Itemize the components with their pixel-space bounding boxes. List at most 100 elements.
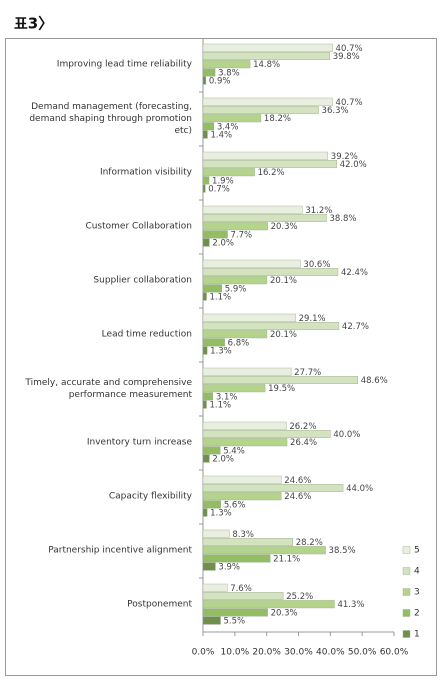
value-label: 38.5% <box>329 546 356 556</box>
bar <box>202 438 288 447</box>
value-label: 6.8% <box>228 338 250 348</box>
value-label: 7.6% <box>230 584 252 594</box>
x-tick-label: 30.0% <box>284 648 313 658</box>
category-label: Partnership incentive alignment <box>48 546 192 556</box>
bar <box>202 454 210 463</box>
bar <box>202 259 301 268</box>
legend-label: 1 <box>414 630 420 640</box>
bar <box>202 205 303 214</box>
value-label: 1.1% <box>210 293 232 303</box>
value-label: 24.6% <box>284 492 311 502</box>
legend-label: 5 <box>414 546 420 556</box>
bar <box>202 616 221 625</box>
value-label: 42.0% <box>340 160 367 170</box>
value-label: 0.7% <box>208 185 230 195</box>
category-label: Information visibility <box>100 168 193 178</box>
value-label: 2.0% <box>212 239 234 249</box>
bar <box>202 168 255 177</box>
value-label: 19.5% <box>268 384 295 394</box>
value-label: 1.4% <box>210 131 232 141</box>
value-label: 38.8% <box>330 214 357 224</box>
value-label: 1.3% <box>210 509 232 519</box>
value-label: 21.1% <box>273 554 300 564</box>
value-label: 18.2% <box>264 114 291 124</box>
bar <box>202 43 333 52</box>
bar <box>202 338 225 347</box>
value-label: 1.3% <box>210 347 232 357</box>
value-label: 20.1% <box>270 276 297 286</box>
bar <box>202 421 287 430</box>
value-label: 40.7% <box>336 98 363 108</box>
category-label: Timely, accurate and comprehensive perfo… <box>24 378 192 400</box>
value-label: 25.2% <box>286 592 313 602</box>
bar <box>202 122 215 131</box>
legend-swatch <box>402 588 411 596</box>
legend-swatch <box>402 609 411 617</box>
legend-label: 3 <box>414 588 420 598</box>
value-label: 27.7% <box>294 368 321 378</box>
value-label: 29.1% <box>299 314 326 324</box>
value-label: 36.3% <box>322 106 349 116</box>
bar <box>202 159 337 168</box>
bar <box>202 284 222 293</box>
bar <box>202 346 208 355</box>
value-label: 40.7% <box>336 44 363 54</box>
bar <box>202 52 330 61</box>
bar <box>202 330 268 339</box>
bar <box>202 446 221 455</box>
value-label: 26.2% <box>289 422 316 432</box>
value-label: 3.4% <box>217 122 239 132</box>
bar <box>202 592 284 601</box>
value-label: 3.9% <box>218 563 240 573</box>
value-label: 31.2% <box>305 206 332 216</box>
value-label: 48.6% <box>361 376 388 386</box>
category-label: Postponement <box>127 600 192 610</box>
bar <box>202 151 328 160</box>
value-label: 39.2% <box>331 152 358 162</box>
chart-frame <box>5 38 437 676</box>
bar <box>202 76 207 85</box>
category-label: Improving lead time reliability <box>57 60 193 70</box>
category-label: Demand management (forecasting, demand s… <box>26 102 192 136</box>
x-tick-label: 60.0% <box>380 648 409 658</box>
value-label: 7.7% <box>231 230 253 240</box>
value-label: 8.3% <box>232 530 254 540</box>
legend-swatch <box>402 546 411 554</box>
bar <box>202 222 268 231</box>
bar <box>202 322 340 331</box>
value-label: 20.3% <box>271 222 298 232</box>
bar <box>202 492 282 501</box>
category-label: Capacity flexibility <box>109 492 193 502</box>
value-label: 42.7% <box>342 322 369 332</box>
value-label: 40.0% <box>333 430 360 440</box>
bar <box>202 268 339 277</box>
bar <box>202 546 326 555</box>
category-label: Customer Collaboration <box>85 222 192 232</box>
bar <box>202 392 214 401</box>
bar <box>202 554 271 563</box>
value-label: 1.1% <box>210 401 232 411</box>
bar <box>202 430 331 439</box>
value-label: 20.3% <box>271 608 298 618</box>
bar <box>202 292 207 301</box>
legend-swatch <box>402 630 411 638</box>
value-label: 24.6% <box>284 476 311 486</box>
bar <box>202 60 251 69</box>
category-label: Lead time reduction <box>102 330 192 340</box>
value-label: 16.2% <box>258 168 285 178</box>
bar <box>202 238 210 247</box>
bar <box>202 400 207 409</box>
value-label: 0.9% <box>209 77 231 87</box>
value-label: 1.9% <box>212 176 234 186</box>
value-label: 44.0% <box>346 484 373 494</box>
legend-label: 2 <box>414 609 420 619</box>
value-label: 26.4% <box>290 438 317 448</box>
value-label: 20.1% <box>270 330 297 340</box>
x-tick-label: 0.0% <box>192 648 215 658</box>
bar <box>202 184 206 193</box>
bar <box>202 484 344 493</box>
bar <box>202 583 228 592</box>
bar <box>202 600 335 609</box>
bar <box>202 230 228 239</box>
chart-title: 표3〉 <box>14 15 53 33</box>
